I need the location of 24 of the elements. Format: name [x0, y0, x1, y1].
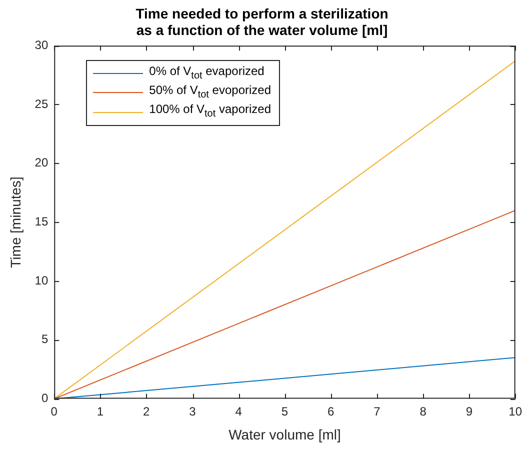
- y-axis-title: Time [minutes]: [7, 176, 24, 268]
- chart-title: Time needed to perform a sterilization as a function of the water volume [ml]: [136, 5, 388, 38]
- legend-label: 0% of V$_{tot}$ evaporized: [149, 64, 264, 83]
- x-tick-label: 7: [374, 404, 381, 418]
- x-tick-label: 10: [508, 404, 522, 418]
- x-tick-label: 0: [50, 404, 58, 418]
- y-tick-label: 15: [34, 214, 48, 229]
- y-tick-label: 10: [34, 273, 48, 288]
- x-tick-label: 9: [466, 404, 473, 418]
- legend-label: 100% of V$_{tot}$ vaporized: [149, 102, 272, 122]
- x-tick-label: 8: [420, 404, 427, 418]
- x-tick-label: 3: [189, 404, 196, 418]
- legend-label: 50% of V$_{tot}$ evoporized: [149, 82, 272, 102]
- x-tick-label: 5: [281, 404, 288, 418]
- y-tick-label: 0: [41, 391, 48, 406]
- x-tick-label: 2: [143, 404, 150, 418]
- x-axis-title: Water volume [ml]: [228, 426, 341, 442]
- y-tick-label: 20: [34, 156, 48, 170]
- x-tick-label: 6: [328, 404, 335, 418]
- y-tick-label: 5: [41, 332, 48, 346]
- y-tick-label: 25: [34, 96, 48, 111]
- x-tick-label: 1: [96, 404, 104, 418]
- x-tick-label: 4: [235, 404, 242, 418]
- y-tick-label: 30: [34, 38, 48, 52]
